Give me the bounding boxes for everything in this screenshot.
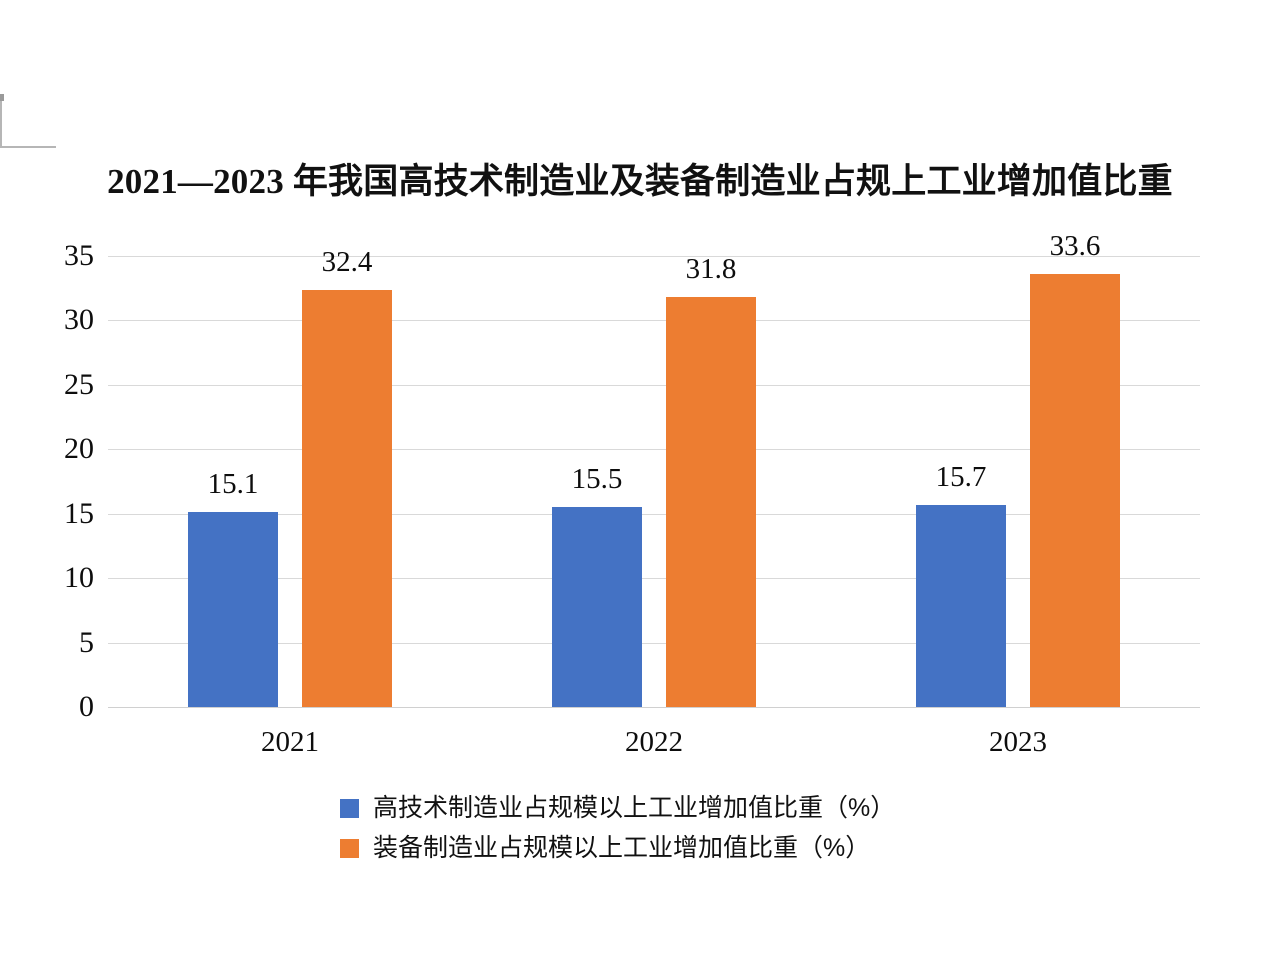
x-axis-category-2021: 2021: [261, 726, 319, 758]
legend-item-1[interactable]: 高技术制造业占规模以上工业增加值比重（%）: [340, 788, 940, 828]
bar-2023-series-2: [1030, 274, 1120, 707]
bar-2022-series-2: [666, 297, 756, 707]
bar-2022-series-1: [552, 507, 642, 707]
bar-value-label: 32.4: [321, 245, 373, 278]
y-axis-tick-label: 15: [64, 496, 94, 530]
bar-value-label: 33.6: [1049, 230, 1101, 263]
plot-area: 15.1 32.4 15.5 31.8 15.7 33.6: [108, 232, 1200, 708]
y-axis-tick-label: 30: [64, 303, 94, 337]
bar-2023-series-1: [916, 504, 1006, 707]
bar-value-label: 31.8: [685, 253, 737, 286]
chart-title: 2021—2023 年我国高技术制造业及装备制造业占规上工业增加值比重: [107, 162, 1173, 201]
bar-value-label: 15.1: [207, 468, 259, 501]
y-axis-tick-label: 35: [64, 239, 94, 272]
bar-value-label: 15.5: [571, 463, 623, 496]
legend-label: 装备制造业占规模以上工业增加值比重（%）: [373, 834, 871, 862]
legend-item-2[interactable]: 装备制造业占规模以上工业增加值比重（%）: [340, 828, 940, 868]
y-axis-tick-label: 0: [79, 690, 94, 723]
corner-mark-nub-top: [0, 94, 4, 101]
gridline: [108, 707, 1200, 708]
y-axis-tick-label: 25: [64, 367, 94, 401]
bar-2021-series-2: [302, 289, 392, 707]
y-axis-tick-label: 5: [79, 625, 94, 659]
gridline: [108, 256, 1200, 257]
x-axis-category-2022: 2022: [625, 726, 683, 758]
gridline: [108, 642, 1200, 644]
gridline: [108, 578, 1200, 580]
legend-label: 高技术制造业占规模以上工业增加值比重（%）: [373, 794, 896, 822]
y-axis-tick-label: 20: [64, 432, 94, 466]
x-axis-category-2023: 2023: [989, 726, 1047, 758]
gridline: [108, 320, 1200, 322]
slide-corner-mark: [0, 94, 56, 148]
chart-legend: 高技术制造业占规模以上工业增加值比重（%） 装备制造业占规模以上工业增加值比重（%…: [0, 788, 1280, 868]
gridline: [108, 384, 1200, 386]
legend-swatch-icon: [340, 838, 359, 858]
y-axis-tick-label: 10: [64, 561, 94, 595]
gridline: [108, 449, 1200, 451]
bar-2021-series-1: [188, 512, 278, 707]
bar-value-label: 15.7: [935, 460, 987, 493]
legend-swatch-icon: [340, 798, 359, 818]
gridline: [108, 513, 1200, 515]
